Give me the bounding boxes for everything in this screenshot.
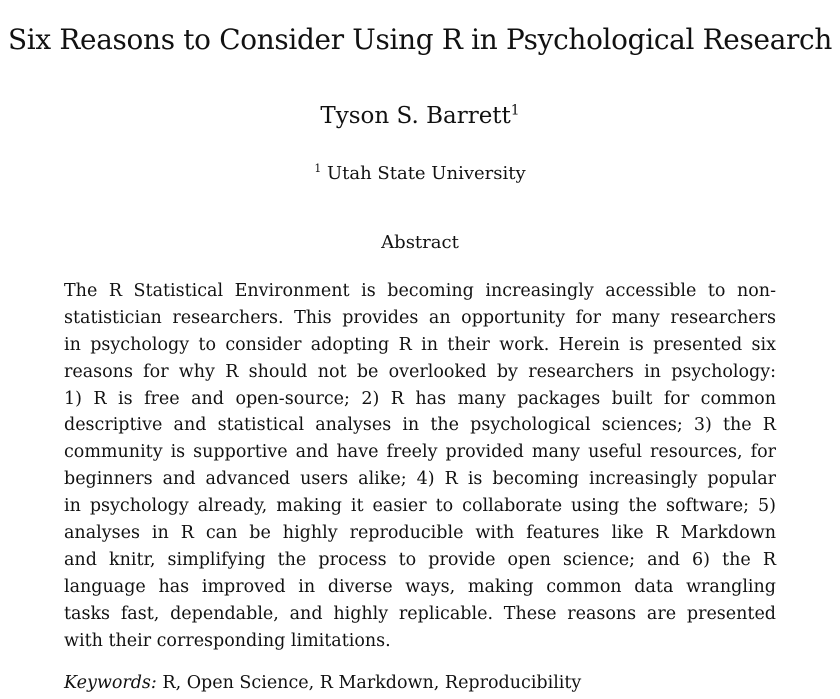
abstract-line: in psychology already, making it easier … bbox=[64, 496, 776, 517]
author-affiliation-mark: 1 bbox=[510, 102, 520, 119]
affiliation-line: 1 Utah State University bbox=[0, 161, 840, 187]
abstract-heading: Abstract bbox=[381, 232, 459, 253]
keywords-value: R, Open Science, R Markdown, Reproducibi… bbox=[162, 673, 582, 693]
abstract-line: and knitr, simplifying the process to pr… bbox=[64, 549, 776, 570]
paper-title: Six Reasons to Consider Using R in Psych… bbox=[7, 23, 833, 56]
keywords-label: Keywords: bbox=[64, 673, 157, 693]
abstract-line: tasks fast, dependable, and highly repli… bbox=[64, 603, 776, 624]
abstract-line: 1) R is free and open-source; 2) R has m… bbox=[64, 388, 776, 409]
abstract-body: The R Statistical Environment is becomin… bbox=[64, 278, 776, 654]
abstract-line: in psychology to consider adopting R in … bbox=[64, 334, 776, 355]
abstract-line: beginners and advanced users alike; 4) R… bbox=[64, 469, 776, 490]
affiliation-name: Utah State University bbox=[326, 163, 526, 184]
abstract-line: descriptive and statistical analyses in … bbox=[64, 415, 776, 436]
author-name: Tyson S. Barrett bbox=[320, 103, 511, 129]
abstract-line: reasons for why R should not be overlook… bbox=[64, 361, 776, 382]
abstract-line: language has improved in diverse ways, m… bbox=[64, 576, 776, 597]
abstract-line: statistician researchers. This provides … bbox=[64, 307, 776, 328]
abstract-line: The R Statistical Environment is becomin… bbox=[64, 281, 776, 301]
abstract-line: analyses in R can be highly reproducible… bbox=[64, 523, 776, 544]
abstract-line: with their corresponding limitations. bbox=[64, 630, 391, 651]
keywords-line: Keywords: R, Open Science, R Markdown, R… bbox=[64, 670, 776, 696]
abstract-line: community is supportive and have freely … bbox=[64, 442, 776, 463]
affiliation-mark: 1 bbox=[314, 162, 322, 175]
author-line: Tyson S. Barrett1 bbox=[0, 100, 840, 132]
